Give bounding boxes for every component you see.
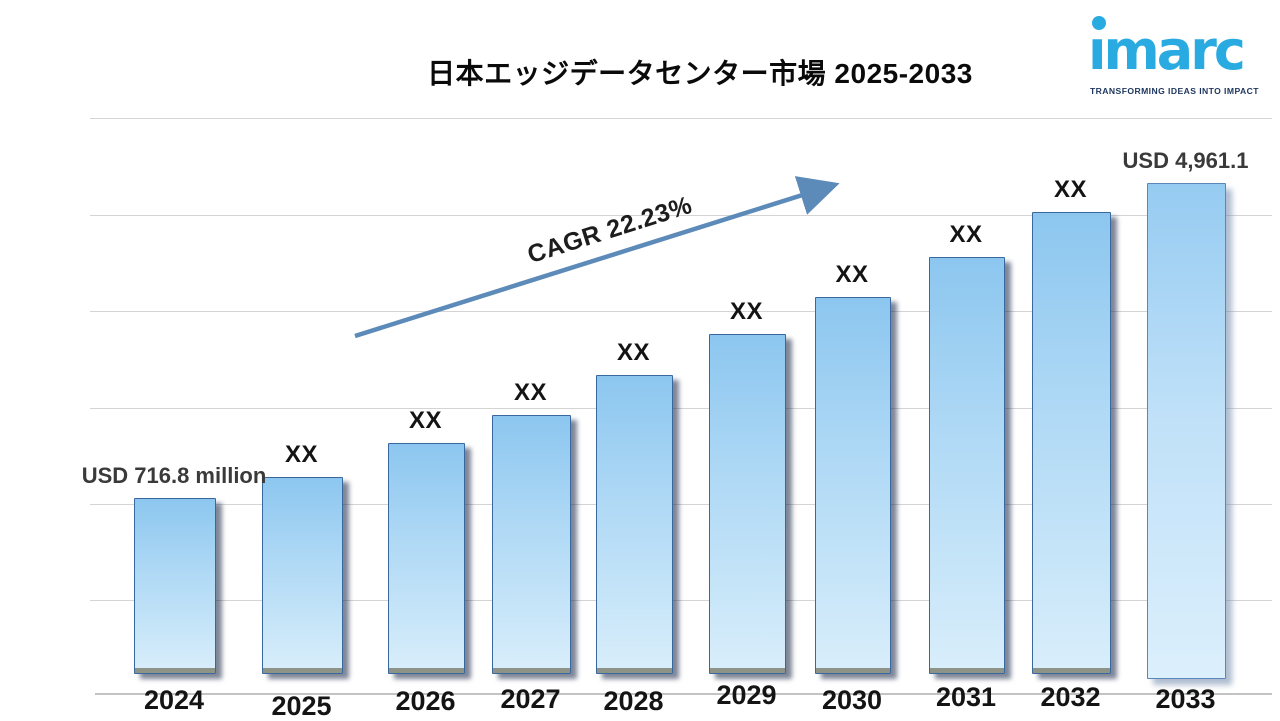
bar-2027 <box>492 415 571 674</box>
bar-2028 <box>596 375 673 674</box>
bar-2031 <box>929 257 1005 674</box>
gridline <box>90 118 1272 119</box>
imarc-tagline: TRANSFORMING IDEAS INTO IMPACT <box>1090 86 1259 96</box>
x-axis-label-2024: 2024 <box>104 685 244 715</box>
chart-title: 日本エッジデータセンター市場 2025-2033 <box>340 52 1060 92</box>
x-axis-label-2025: 2025 <box>232 691 372 721</box>
bar-value-label-2027: XX <box>391 379 671 407</box>
bar-2029 <box>709 334 786 674</box>
bar-2026 <box>388 443 465 674</box>
bar-2032 <box>1032 212 1111 674</box>
bar-value-label-2025: XX <box>162 441 442 469</box>
imarc-wordmark: ımarc <box>1088 24 1243 78</box>
bar-2033 <box>1147 183 1226 679</box>
bar-value-label-2026: XX <box>286 407 566 435</box>
bar-value-label-2032: XX <box>931 176 1211 204</box>
x-axis-label-2033: 2033 <box>1116 684 1256 714</box>
bar-value-label-2033: USD 4,961.1 <box>1046 147 1280 175</box>
cagr-arrow-icon <box>343 172 853 352</box>
bar-2025 <box>262 477 343 674</box>
imarc-logo: ımarc TRANSFORMING IDEAS INTO IMPACT <box>1088 12 1274 100</box>
bar-2030 <box>815 297 891 674</box>
bar-value-label-2031: XX <box>826 221 1106 249</box>
bar-2024 <box>134 498 216 674</box>
